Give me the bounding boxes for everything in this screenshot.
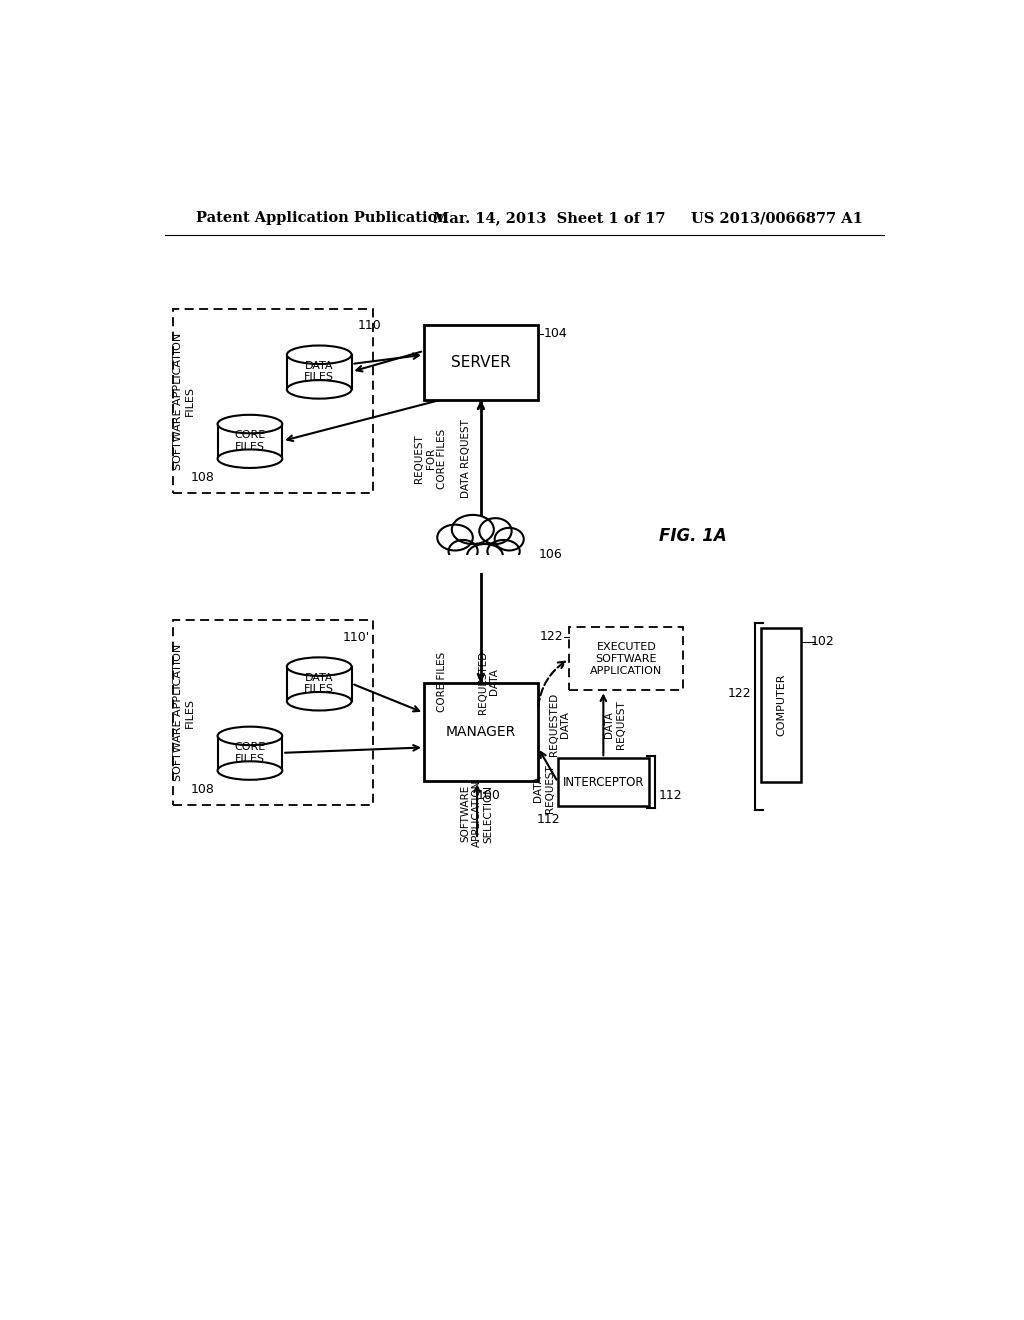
- Bar: [173, 309, 373, 494]
- Bar: [424, 682, 538, 781]
- Bar: [217, 737, 283, 771]
- Ellipse shape: [287, 692, 351, 710]
- Ellipse shape: [217, 414, 283, 433]
- Text: SOFTWARE APPLICATION
FILES: SOFTWARE APPLICATION FILES: [173, 333, 195, 470]
- FancyArrowPatch shape: [539, 661, 565, 706]
- Text: DATA
REQUEST: DATA REQUEST: [604, 700, 626, 748]
- Text: 108: 108: [190, 783, 214, 796]
- Text: CORE
FILES: CORE FILES: [234, 430, 265, 451]
- Text: INTERCEPTOR: INTERCEPTOR: [562, 776, 644, 788]
- Text: 104: 104: [544, 327, 567, 341]
- Text: MANAGER: MANAGER: [445, 725, 516, 739]
- Text: CORE FILES: CORE FILES: [437, 652, 447, 711]
- Ellipse shape: [467, 544, 503, 566]
- Bar: [217, 424, 283, 459]
- Text: 122: 122: [540, 630, 563, 643]
- Text: DATA
FILES: DATA FILES: [304, 673, 334, 694]
- Text: FIG. 1A: FIG. 1A: [658, 527, 727, 545]
- Text: 110: 110: [357, 319, 382, 333]
- Text: 102: 102: [811, 635, 835, 648]
- Text: REQUESTED
DATA: REQUESTED DATA: [478, 651, 500, 714]
- Ellipse shape: [449, 540, 477, 562]
- Ellipse shape: [217, 762, 283, 780]
- Text: US 2013/0066877 A1: US 2013/0066877 A1: [691, 211, 863, 226]
- Text: Mar. 14, 2013  Sheet 1 of 17: Mar. 14, 2013 Sheet 1 of 17: [433, 211, 666, 226]
- Text: 122: 122: [728, 686, 752, 700]
- Bar: [558, 758, 649, 807]
- Text: CORE
FILES: CORE FILES: [234, 742, 265, 764]
- Ellipse shape: [479, 519, 512, 544]
- Ellipse shape: [287, 380, 351, 399]
- Bar: [761, 628, 801, 781]
- Text: SOFTWARE
APPLICATION
SELECTION: SOFTWARE APPLICATION SELECTION: [461, 780, 494, 847]
- Text: 108: 108: [190, 471, 214, 484]
- Text: DATA
FILES: DATA FILES: [304, 360, 334, 383]
- Text: 112: 112: [537, 813, 560, 826]
- Bar: [424, 325, 538, 400]
- Ellipse shape: [487, 540, 520, 562]
- Ellipse shape: [495, 528, 523, 550]
- Bar: [435, 556, 526, 573]
- Ellipse shape: [437, 524, 473, 550]
- Text: 110': 110': [342, 631, 370, 644]
- Ellipse shape: [217, 449, 283, 469]
- Text: 112: 112: [658, 789, 682, 803]
- Text: DATA
REQUEST: DATA REQUEST: [534, 764, 555, 813]
- Text: SERVER: SERVER: [451, 355, 511, 370]
- Bar: [173, 620, 373, 805]
- Ellipse shape: [217, 726, 283, 744]
- Ellipse shape: [287, 657, 351, 676]
- Text: 106: 106: [539, 548, 562, 561]
- Bar: [287, 355, 351, 389]
- Text: COMPUTER: COMPUTER: [776, 673, 786, 737]
- Text: Patent Application Publication: Patent Application Publication: [196, 211, 449, 226]
- Text: SOFTWARE APPLICATION
FILES: SOFTWARE APPLICATION FILES: [173, 644, 195, 781]
- Bar: [569, 627, 683, 690]
- Text: REQUEST
FOR
CORE FILES: REQUEST FOR CORE FILES: [415, 429, 447, 488]
- Ellipse shape: [452, 515, 494, 544]
- Bar: [287, 667, 351, 701]
- Text: 100: 100: [477, 788, 501, 801]
- Ellipse shape: [287, 346, 351, 364]
- Text: DATA REQUEST: DATA REQUEST: [461, 420, 470, 498]
- Text: REQUESTED
DATA: REQUESTED DATA: [549, 693, 570, 756]
- Text: EXECUTED
SOFTWARE
APPLICATION: EXECUTED SOFTWARE APPLICATION: [590, 643, 663, 676]
